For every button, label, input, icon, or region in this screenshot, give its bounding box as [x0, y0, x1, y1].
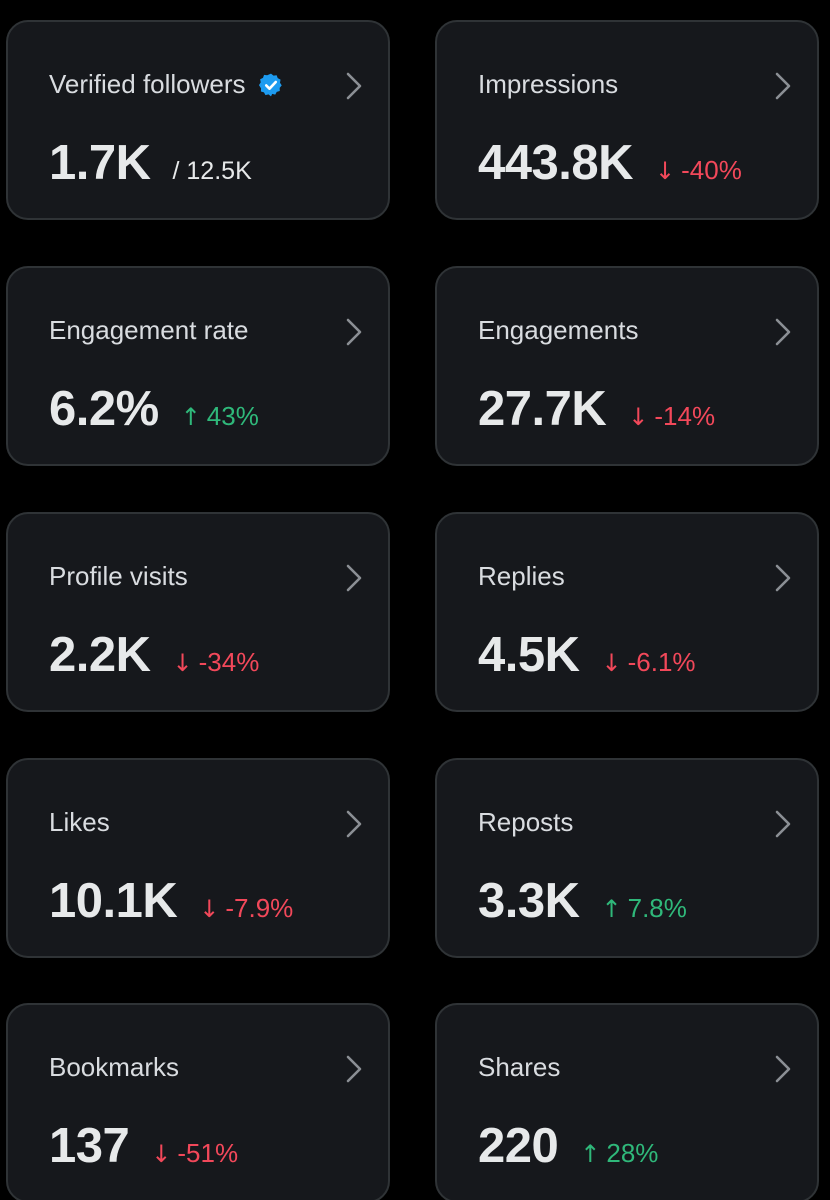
arrow-down-icon: ↓: [655, 157, 676, 185]
card-value: 3.3K: [478, 874, 580, 928]
card-value-row: 6.2% ↑ 43%: [49, 381, 259, 437]
card-delta: ↑ 28%: [580, 1138, 658, 1169]
card-likes[interactable]: Likes 10.1K ↓ -7.9%: [6, 758, 390, 958]
card-delta: ↓ -51%: [151, 1138, 238, 1169]
card-engagements[interactable]: Engagements 27.7K ↓ -14%: [435, 266, 819, 466]
card-engagement-rate[interactable]: Engagement rate 6.2% ↑ 43%: [6, 266, 390, 466]
card-delta-value: -7.9%: [225, 893, 294, 923]
card-value-row: 1.7K / 12.5K: [49, 135, 252, 191]
card-label: Impressions: [478, 69, 619, 99]
chevron-right-icon: [775, 1055, 791, 1083]
card-value: 10.1K: [49, 874, 178, 928]
card-delta-value: 28%: [606, 1138, 659, 1168]
card-value-row: 220 ↑ 28%: [478, 1118, 658, 1174]
card-label: Engagements: [478, 315, 639, 345]
card-label: Shares: [478, 1052, 561, 1082]
card-delta-value: -6.1%: [627, 647, 696, 677]
chevron-right-icon: [346, 810, 362, 838]
card-label: Engagement rate: [49, 315, 249, 345]
card-verified-followers[interactable]: Verified followers 1.7K / 12.5K: [6, 20, 390, 220]
chevron-right-icon: [775, 564, 791, 592]
arrow-up-icon: ↑: [580, 1140, 601, 1168]
card-delta-value: -34%: [198, 647, 260, 677]
arrow-up-icon: ↑: [180, 403, 201, 431]
card-delta: ↑ 43%: [181, 401, 259, 432]
arrow-down-icon: ↓: [601, 649, 622, 677]
card-label: Reposts: [478, 807, 574, 837]
verified-badge-icon: [258, 73, 282, 96]
card-value: 27.7K: [478, 382, 607, 436]
card-delta-value: 43%: [206, 401, 259, 431]
card-value-row: 10.1K ↓ -7.9%: [49, 873, 293, 929]
arrow-up-icon: ↑: [601, 895, 622, 923]
card-delta-value: -51%: [177, 1138, 239, 1168]
chevron-right-icon: [775, 810, 791, 838]
chevron-right-icon: [346, 318, 362, 346]
card-profile-visits[interactable]: Profile visits 2.2K ↓ -34%: [6, 512, 390, 712]
card-value-row: 2.2K ↓ -34%: [49, 627, 259, 683]
card-delta: ↓ -6.1%: [602, 647, 696, 678]
chevron-right-icon: [346, 72, 362, 100]
card-shares[interactable]: Shares 220 ↑ 28%: [435, 1003, 819, 1200]
card-reposts[interactable]: Reposts 3.3K ↑ 7.8%: [435, 758, 819, 958]
card-delta-value: 7.8%: [627, 893, 687, 923]
card-label: Verified followers: [49, 69, 246, 99]
card-value-row: 137 ↓ -51%: [49, 1118, 238, 1174]
card-label: Likes: [49, 807, 110, 837]
card-label-wrap: Verified followers: [49, 69, 284, 100]
card-value: 220: [478, 1119, 559, 1173]
card-total: / 12.5K: [172, 157, 252, 185]
card-delta-value: -14%: [654, 401, 716, 431]
card-value: 443.8K: [478, 136, 634, 190]
card-replies[interactable]: Replies 4.5K ↓ -6.1%: [435, 512, 819, 712]
card-value-row: 3.3K ↑ 7.8%: [478, 873, 687, 929]
card-delta: ↓ -14%: [628, 401, 715, 432]
card-impressions[interactable]: Impressions 443.8K ↓ -40%: [435, 20, 819, 220]
card-value: 137: [49, 1119, 130, 1173]
chevron-right-icon: [775, 72, 791, 100]
card-delta: ↓ -34%: [173, 647, 260, 678]
card-value: 2.2K: [49, 628, 151, 682]
card-label: Replies: [478, 561, 565, 591]
arrow-down-icon: ↓: [151, 1140, 172, 1168]
card-value-row: 27.7K ↓ -14%: [478, 381, 715, 437]
chevron-right-icon: [346, 1055, 362, 1083]
card-label: Profile visits: [49, 561, 188, 591]
card-value: 6.2%: [49, 382, 159, 436]
card-delta-value: -40%: [681, 155, 742, 185]
chevron-right-icon: [346, 564, 362, 592]
card-label: Bookmarks: [49, 1052, 180, 1082]
card-value-row: 443.8K ↓ -40%: [478, 135, 742, 191]
chevron-right-icon: [775, 318, 791, 346]
arrow-down-icon: ↓: [172, 649, 193, 677]
card-value: 1.7K: [49, 136, 151, 190]
card-value: 4.5K: [478, 628, 580, 682]
card-delta: ↑ 7.8%: [602, 893, 687, 924]
card-delta: ↓ -7.9%: [199, 893, 293, 924]
card-value-row: 4.5K ↓ -6.1%: [478, 627, 696, 683]
card-delta: ↓ -40%: [655, 155, 742, 186]
arrow-down-icon: ↓: [199, 895, 220, 923]
card-bookmarks[interactable]: Bookmarks 137 ↓ -51%: [6, 1003, 390, 1200]
arrow-down-icon: ↓: [628, 403, 649, 431]
